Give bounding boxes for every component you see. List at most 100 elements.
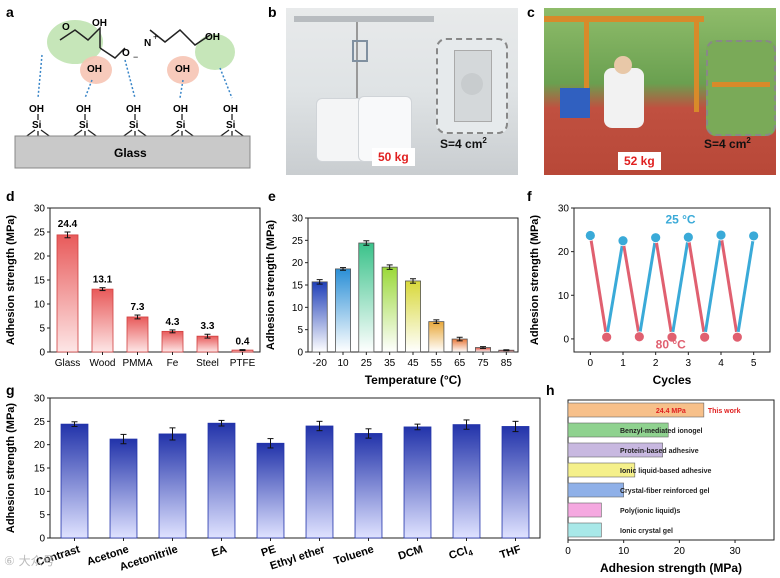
bar: [354, 433, 383, 539]
person-on-swing: [604, 68, 644, 128]
silicon-label: Si: [129, 120, 139, 131]
bar: [403, 426, 432, 539]
x-tick-label: DCM: [397, 543, 425, 562]
bar: [91, 288, 114, 353]
data-label: 24.4 MPa: [656, 408, 686, 415]
x-tick-label: 2: [653, 358, 659, 369]
molecule-backbone-3: [149, 28, 211, 46]
y-tick-label: 15: [34, 464, 46, 475]
data-point: [748, 230, 760, 242]
y-tick-label: 20: [292, 258, 304, 269]
bar: [567, 422, 669, 438]
watermark: ⑥ 大众号: [4, 554, 55, 568]
hydroxyl-label: OH: [87, 64, 102, 75]
y-axis-label: Adhesion strength (MPa): [529, 215, 541, 346]
bar: [207, 422, 236, 539]
series-segment: [719, 234, 739, 338]
x-tick-label: 45: [407, 358, 419, 369]
x-tick-label: 25: [361, 358, 373, 369]
x-tick-label: 65: [454, 358, 466, 369]
x-tick-label: PMMA: [123, 358, 153, 369]
glass-joint: [352, 40, 368, 62]
y-tick-label: 25: [34, 417, 46, 428]
hanging-bar: [294, 16, 434, 22]
glass-substrate: [14, 135, 251, 169]
silanol-oh-label: OH: [223, 104, 238, 115]
silicon-label: Si: [32, 120, 42, 131]
x-tick-label: Fe: [167, 358, 179, 369]
bar: [158, 433, 187, 539]
data-point: [666, 331, 678, 343]
bar-category-label: Crystal-fiber reinforced gel: [620, 488, 710, 495]
swing-frame-left: [584, 22, 589, 112]
series-segment: [588, 235, 609, 338]
x-tick-label: 4: [718, 358, 724, 369]
x-tick-label: PTFE: [230, 358, 256, 369]
weight-label-c: 52 kg: [618, 152, 661, 170]
x-tick-label: 0: [588, 358, 594, 369]
x-tick-label: -20: [312, 358, 327, 369]
panel-a-schematic: OH O OH O − N + OH OH OHSiOHSiOHSiOHSiOH…: [14, 18, 251, 169]
bar: [56, 234, 79, 353]
data-label: 0.4: [236, 337, 250, 348]
data-point: [699, 331, 711, 343]
bar: [126, 316, 149, 353]
bar-category-label: Poly(ionic liquid)s: [620, 508, 680, 515]
x-tick-label: 85: [501, 358, 513, 369]
series-segment: [703, 234, 723, 338]
bar-category-label: Ionic crystal gel: [620, 528, 673, 535]
bar: [428, 321, 445, 353]
carboxyl-oh-label-2: OH: [175, 64, 190, 75]
silanol-oh-label: OH: [126, 104, 141, 115]
data-point: [715, 229, 727, 241]
molecule-backbone-2: [99, 47, 126, 59]
swing-frame-right: [694, 22, 699, 112]
x-tick-label: Ethyl ether: [269, 543, 327, 572]
y-tick-label: 5: [39, 324, 45, 335]
silicon-label: Si: [176, 120, 186, 131]
carboxyl-highlight-oh: [167, 56, 199, 84]
data-label: 13.1: [93, 275, 113, 286]
y-tick-label: 10: [292, 303, 304, 314]
x-tick-label: 3: [686, 358, 692, 369]
x-tick-label: 1: [620, 358, 626, 369]
data-point: [682, 231, 694, 243]
y-tick-label: 0: [297, 348, 303, 359]
y-tick-label: 10: [558, 291, 570, 302]
y-tick-label: 10: [34, 487, 46, 498]
bar: [567, 522, 602, 538]
x-tick-label: 0: [565, 546, 571, 557]
x-tick-label: 10: [337, 358, 349, 369]
bar-category-label: Protein-based adhesive: [620, 448, 699, 455]
x-tick-label: PE: [260, 543, 278, 559]
y-tick-label: 15: [34, 276, 46, 287]
x-tick-label: CCl4: [447, 543, 474, 564]
y-axis-label: Adhesion strength (MPa): [265, 220, 277, 351]
carboxyl-oh-label: OH: [92, 18, 107, 29]
zoom-inset-b: [436, 38, 508, 134]
bar-category-label: This work: [708, 408, 741, 415]
y-tick-label: 15: [292, 281, 304, 292]
y-tick-label: 30: [34, 394, 46, 405]
panel-label-b: b: [268, 4, 277, 20]
y-tick-label: 5: [39, 510, 45, 521]
bar: [311, 281, 328, 353]
x-tick-label: Wood: [90, 358, 116, 369]
y-tick-label: 30: [292, 214, 304, 225]
y-tick-label: 0: [39, 348, 45, 359]
bar: [60, 423, 89, 539]
x-tick-label: 55: [431, 358, 443, 369]
silicon-label: Si: [226, 120, 236, 131]
panel-label-a: a: [6, 4, 14, 20]
data-point: [731, 331, 743, 343]
series-segment: [654, 237, 674, 338]
photo-weight-lifting: 50 kg S=4 cm2: [286, 8, 518, 175]
person-head: [614, 56, 632, 74]
bar: [452, 424, 481, 539]
x-tick-label: 30: [729, 546, 741, 557]
x-tick-label: 20: [674, 546, 686, 557]
bar: [335, 268, 351, 353]
y-tick-label: 10: [34, 300, 46, 311]
x-tick-subscript: 4: [467, 548, 475, 558]
